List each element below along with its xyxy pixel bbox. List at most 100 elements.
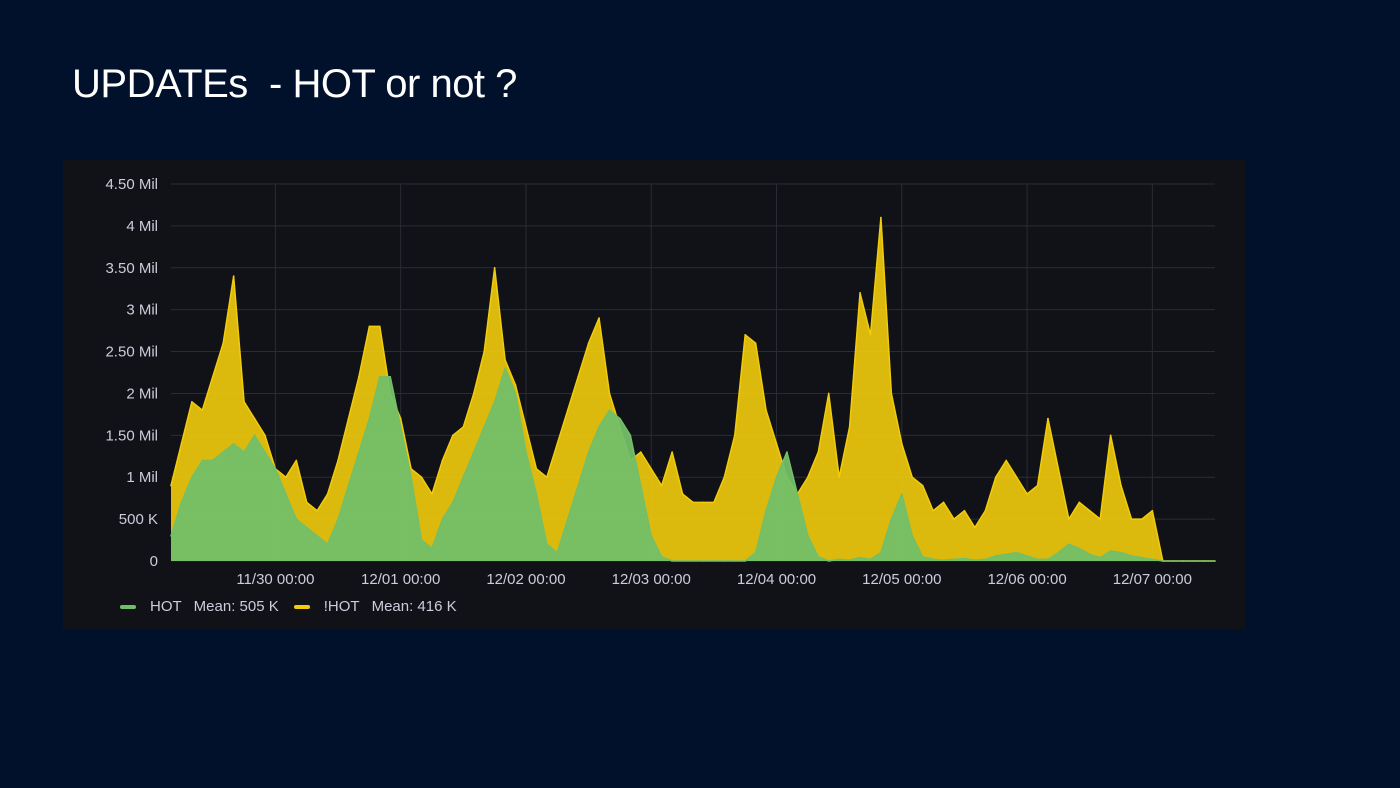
data-point-hot	[379, 375, 381, 378]
data-point-nothot	[848, 426, 851, 428]
data-point-nothot	[535, 468, 538, 470]
data-point-hot	[1193, 560, 1195, 562]
data-point-hot	[838, 558, 840, 561]
data-point-nothot	[326, 493, 329, 495]
data-point-nothot	[681, 493, 684, 495]
data-point-hot	[1047, 558, 1049, 561]
data-point-hot	[848, 559, 851, 561]
data-point-nothot	[264, 434, 266, 437]
data-point-nothot	[713, 501, 715, 504]
data-point-nothot	[347, 417, 350, 420]
data-point-nothot	[932, 509, 934, 512]
data-point-hot	[535, 493, 538, 495]
data-point-hot	[890, 518, 893, 520]
series-hot	[170, 367, 1216, 562]
data-point-nothot	[994, 476, 997, 479]
data-point-nothot	[472, 392, 475, 395]
y-axis: 0 500 K 1 Mil 1.50 Mil 2 Mil 2.50 Mil 3 Mil 3.5…	[105, 176, 158, 570]
data-point-hot	[493, 401, 496, 403]
data-point-nothot	[733, 434, 736, 437]
data-point-hot	[932, 558, 934, 561]
data-point-nothot	[869, 334, 872, 336]
data-point-hot	[786, 451, 788, 453]
data-point-hot	[180, 501, 183, 504]
y-tick-label: 4 Mil	[126, 218, 158, 235]
x-axis: 11/30 00:00 12/01 00:00 12/02 00:00 12/03 0…	[236, 571, 1192, 588]
data-point-nothot	[191, 401, 193, 403]
x-tick-label: 12/02 00:00	[486, 571, 565, 588]
data-point-hot	[994, 555, 997, 557]
data-point-hot	[681, 560, 684, 562]
data-point-hot	[629, 434, 632, 437]
data-point-hot	[807, 535, 809, 537]
y-tick-label: 3 Mil	[126, 302, 158, 319]
data-point-hot	[1015, 551, 1018, 554]
data-point-nothot	[493, 266, 496, 269]
data-point-nothot	[953, 518, 955, 520]
data-point-nothot	[285, 476, 287, 479]
data-point-hot	[1109, 550, 1112, 552]
data-point-hot	[796, 493, 799, 495]
legend-stat-hot: Mean: 505 K	[193, 598, 279, 615]
series-area-hot	[171, 368, 1215, 561]
data-point-hot	[754, 551, 757, 554]
data-point-hot	[859, 556, 861, 559]
data-point-hot	[587, 451, 590, 453]
data-point-nothot	[817, 451, 820, 453]
data-point-nothot	[525, 426, 527, 428]
data-point-hot	[1057, 551, 1060, 554]
data-point-hot	[274, 468, 277, 470]
slide-title: UPDATEs - HOT or not ?	[72, 62, 517, 106]
data-point-nothot	[295, 459, 298, 462]
data-point-nothot	[431, 493, 433, 495]
data-point-hot	[253, 434, 256, 437]
data-point-hot	[452, 501, 454, 504]
legend-label-nothot: !HOT	[323, 598, 360, 615]
data-point-hot	[640, 484, 642, 487]
data-point-hot	[462, 476, 465, 479]
x-tick-label: 12/03 00:00	[612, 571, 691, 588]
y-tick-label: 2.50 Mil	[105, 344, 158, 361]
data-point-hot	[316, 535, 318, 537]
data-point-nothot	[483, 350, 486, 353]
data-point-hot	[723, 560, 726, 562]
data-point-hot	[671, 560, 673, 562]
data-point-nothot	[1141, 518, 1143, 520]
data-point-nothot	[650, 468, 653, 470]
y-tick-label: 2 Mil	[126, 385, 158, 402]
data-point-hot	[619, 417, 621, 420]
data-point-hot	[598, 426, 600, 428]
data-point-nothot	[1068, 518, 1070, 520]
data-point-hot	[744, 560, 746, 562]
data-point-nothot	[660, 484, 663, 487]
data-point-nothot	[170, 484, 172, 487]
data-point-nothot	[1088, 509, 1091, 512]
series-layer	[170, 216, 1216, 562]
data-point-nothot	[556, 442, 559, 445]
data-point-hot	[963, 557, 966, 560]
legend-item-hot[interactable]: HOT Mean: 505 K	[120, 598, 279, 615]
data-point-nothot	[1099, 518, 1101, 520]
data-point-hot	[1099, 556, 1101, 559]
legend-item-nothot[interactable]: !HOT Mean: 416 K	[293, 598, 457, 615]
data-point-nothot	[410, 468, 412, 470]
data-point-hot	[305, 526, 308, 529]
data-point-hot	[1182, 560, 1185, 562]
data-point-hot	[692, 560, 694, 562]
data-point-nothot	[608, 392, 611, 395]
data-point-hot	[483, 426, 486, 428]
data-point-nothot	[180, 442, 183, 445]
data-point-hot	[1214, 560, 1216, 562]
data-point-nothot	[1078, 501, 1081, 504]
data-point-nothot	[1151, 509, 1154, 512]
data-point-hot	[264, 451, 266, 453]
data-point-nothot	[201, 409, 204, 411]
data-point-hot	[984, 558, 987, 561]
data-point-nothot	[504, 359, 506, 361]
data-point-nothot	[462, 426, 465, 428]
data-point-hot	[974, 559, 976, 561]
data-point-hot	[326, 543, 329, 546]
data-point-hot	[1130, 555, 1133, 557]
data-point-nothot	[859, 292, 861, 294]
data-point-hot	[1120, 551, 1122, 554]
